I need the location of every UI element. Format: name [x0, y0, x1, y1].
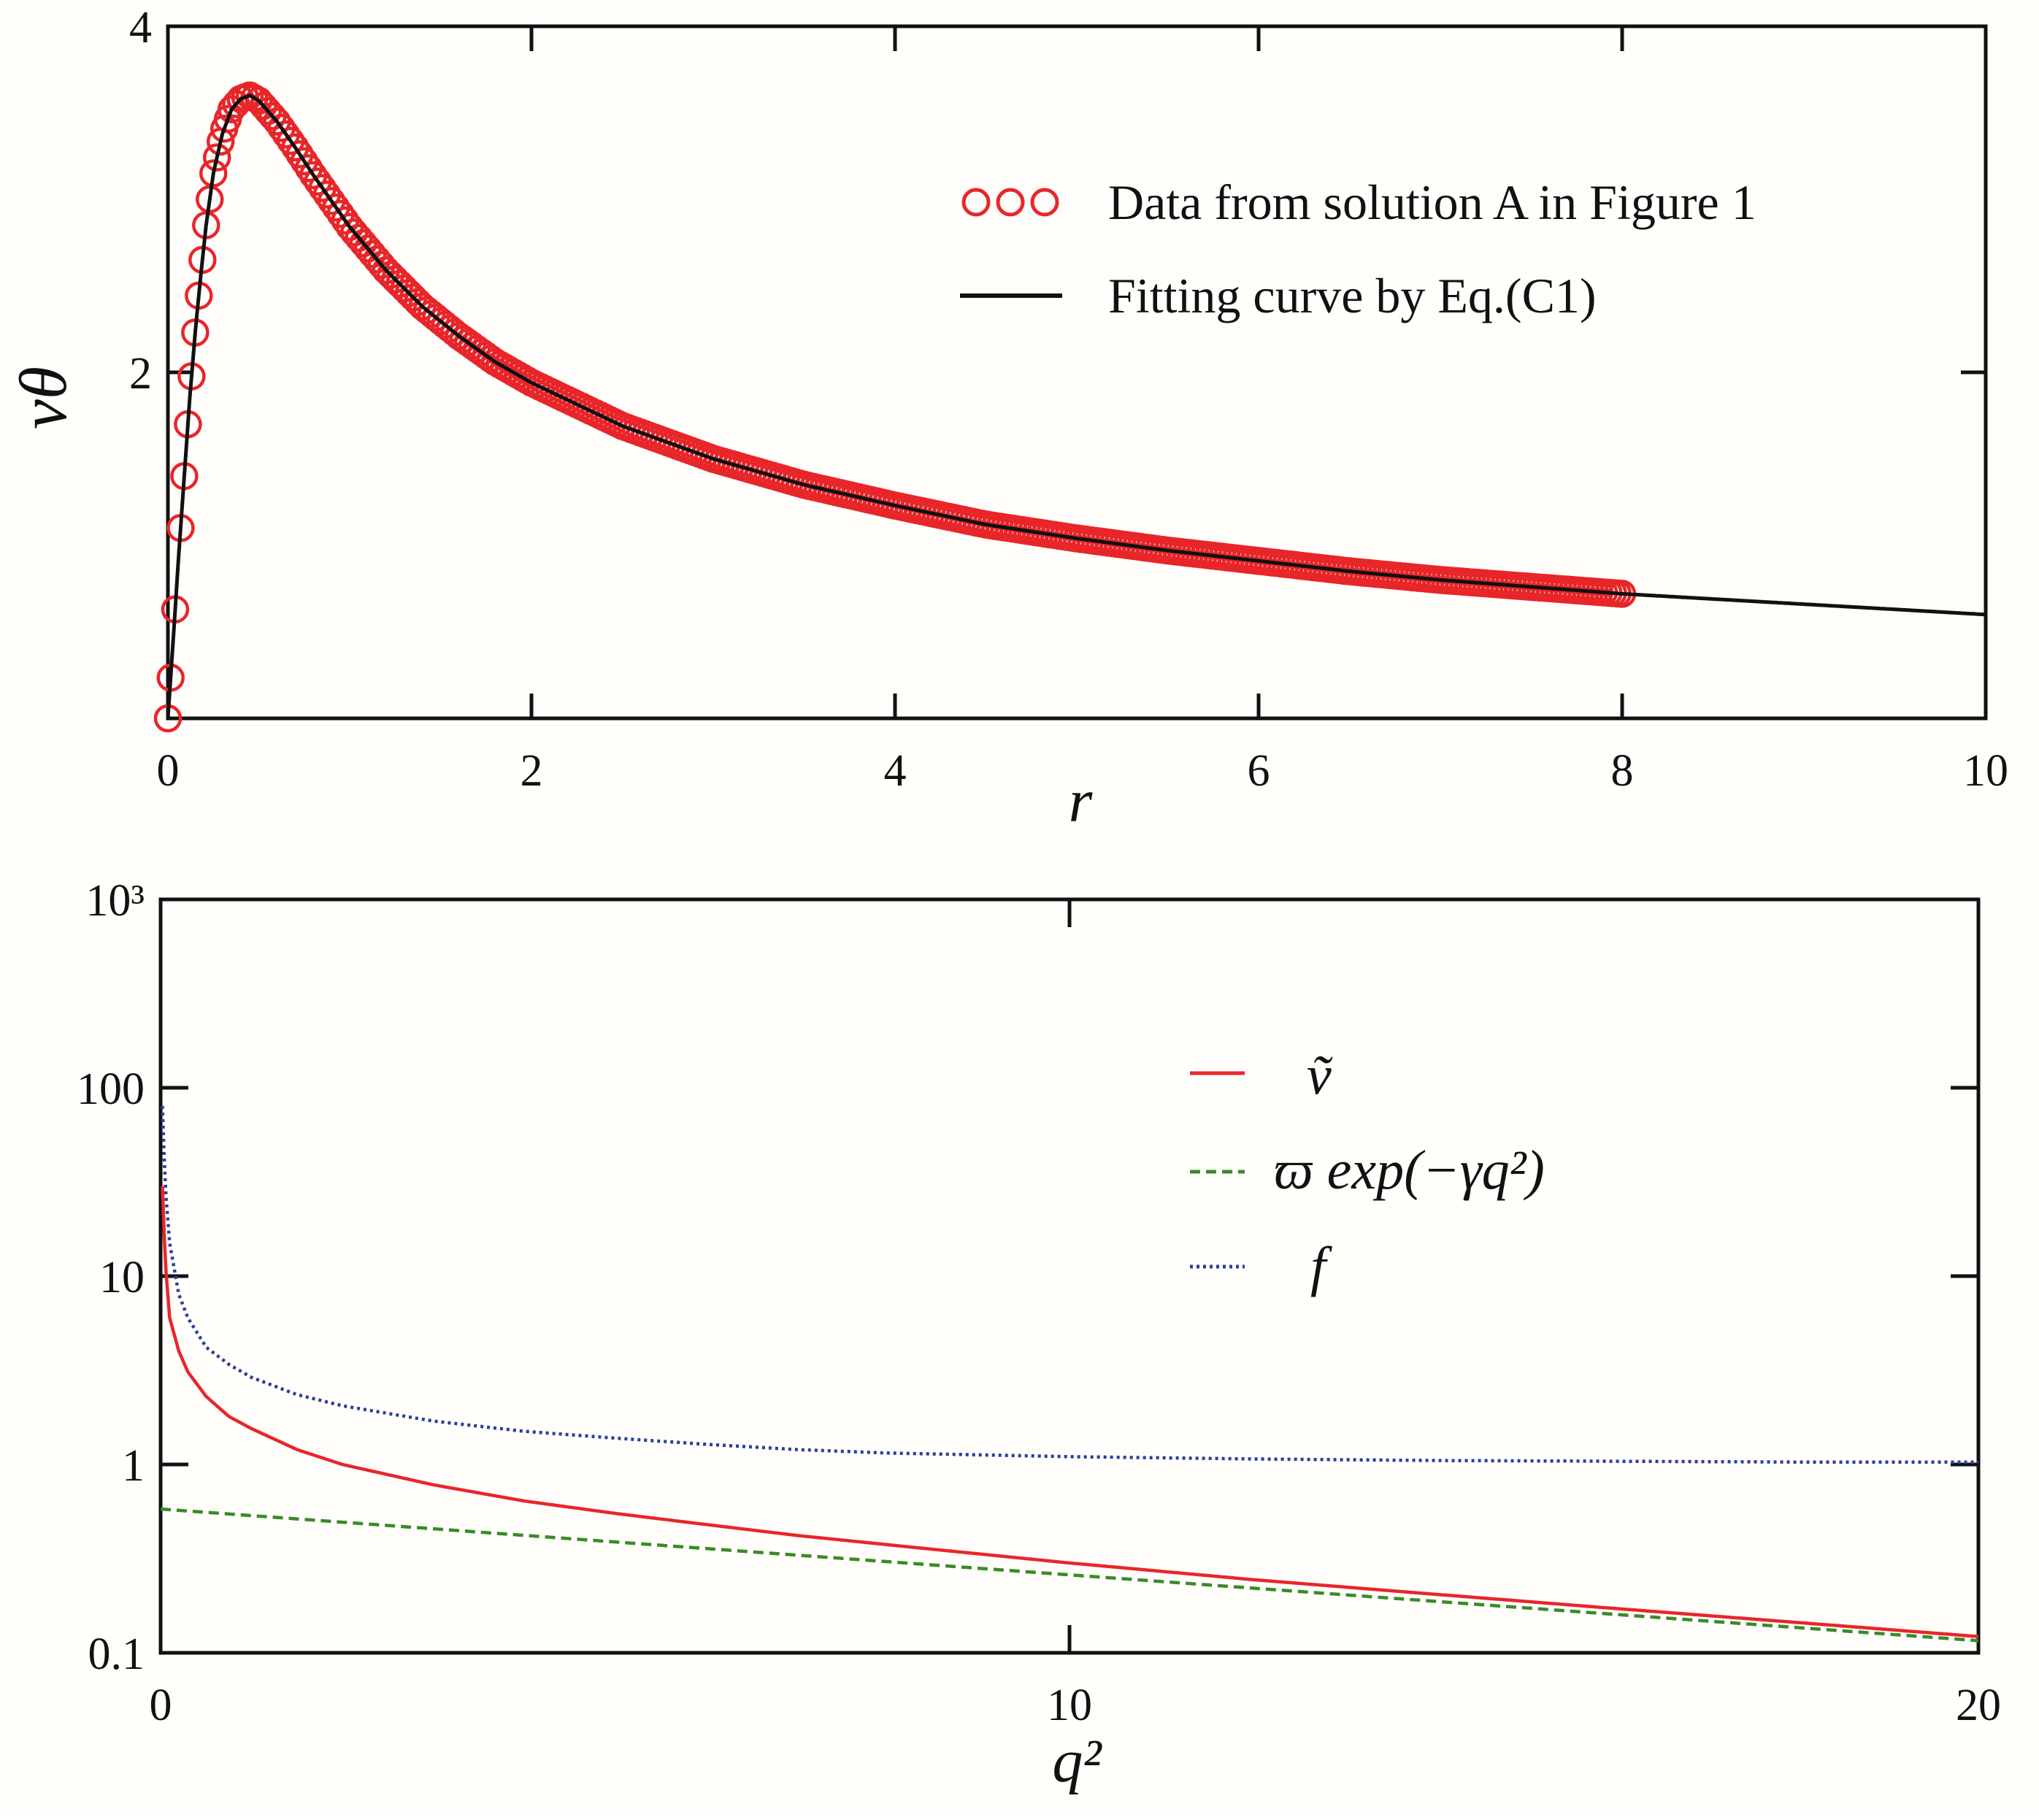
bottom-y-tick-label: 10	[99, 1253, 145, 1302]
bottom-legend: ṽ ϖ exp(−γq²) f	[1190, 1045, 1545, 1297]
data-marker	[281, 133, 310, 162]
bottom-x-tick-label: 0	[150, 1681, 172, 1730]
data-marker	[202, 143, 231, 172]
bottom-plot-frame	[158, 897, 1981, 1655]
data-marker	[290, 147, 318, 176]
top-x-tick-label: 6	[1248, 746, 1270, 796]
bottom-ticks: 0 10 20 0.1 1 10 100 10³	[77, 876, 2001, 1730]
bottom-y-tick-label: 100	[77, 1064, 145, 1114]
top-chart: 0 2 4 6 8 10 2 4 r vθ Data from solution A in F…	[6, 3, 2008, 835]
top-series	[153, 81, 1986, 733]
bottom-y-tick-label: 1	[122, 1441, 145, 1491]
legend-v-label: ṽ	[1307, 1045, 1333, 1106]
top-x-tick-label: 2	[521, 746, 543, 796]
top-legend: Data from solution A in Figure 1 Fitting…	[960, 174, 1756, 323]
top-plot-frame	[166, 24, 1988, 721]
top-ticks: 0 2 4 6 8 10 2 4	[129, 3, 2008, 796]
bottom-y-tick-label: 10³	[85, 876, 145, 926]
legend-marker-circles	[961, 188, 1059, 217]
top-y-axis-label-text: vθ	[6, 366, 80, 429]
legend-circle-2	[996, 188, 1025, 217]
legend-exp-label: ϖ exp(−γq²)	[1274, 1140, 1545, 1201]
legend-fit-label: Fitting curve by Eq.(C1)	[1108, 268, 1597, 323]
fit-curve	[166, 93, 1986, 719]
exp-curve	[160, 1507, 1979, 1643]
legend-data-label: Data from solution A in Figure 1	[1108, 174, 1756, 230]
top-x-tick-label: 4	[884, 746, 907, 796]
bottom-series	[160, 1105, 1979, 1643]
top-y-axis-label: vθ	[6, 366, 80, 429]
top-y-tick-label: 2	[129, 349, 152, 399]
legend-circle-3	[1030, 188, 1059, 217]
legend-circle-1	[961, 188, 991, 217]
bottom-x-axis-label: q²	[1052, 1727, 1102, 1795]
legend-f-label: f	[1310, 1236, 1332, 1297]
bottom-y-tick-label: 0.1	[88, 1629, 145, 1679]
bottom-x-tick-label: 20	[1956, 1681, 2001, 1730]
top-x-tick-label: 8	[1611, 746, 1634, 796]
top-y-tick-label: 4	[129, 3, 152, 53]
bottom-x-axis-label-text: q²	[1052, 1727, 1102, 1795]
top-x-axis-label: r	[1069, 767, 1093, 835]
bottom-chart: 0 10 20 0.1 1 10 100 10³ q² ṽ ϖ exp(−γq²) f	[77, 876, 2001, 1795]
data-marker	[285, 140, 314, 169]
f-curve	[161, 1105, 1978, 1464]
top-x-tick-label: 0	[157, 746, 180, 796]
v-tilde-curve	[161, 1186, 1979, 1638]
bottom-x-tick-label: 10	[1047, 1681, 1092, 1730]
top-x-tick-label: 10	[1963, 746, 2008, 796]
